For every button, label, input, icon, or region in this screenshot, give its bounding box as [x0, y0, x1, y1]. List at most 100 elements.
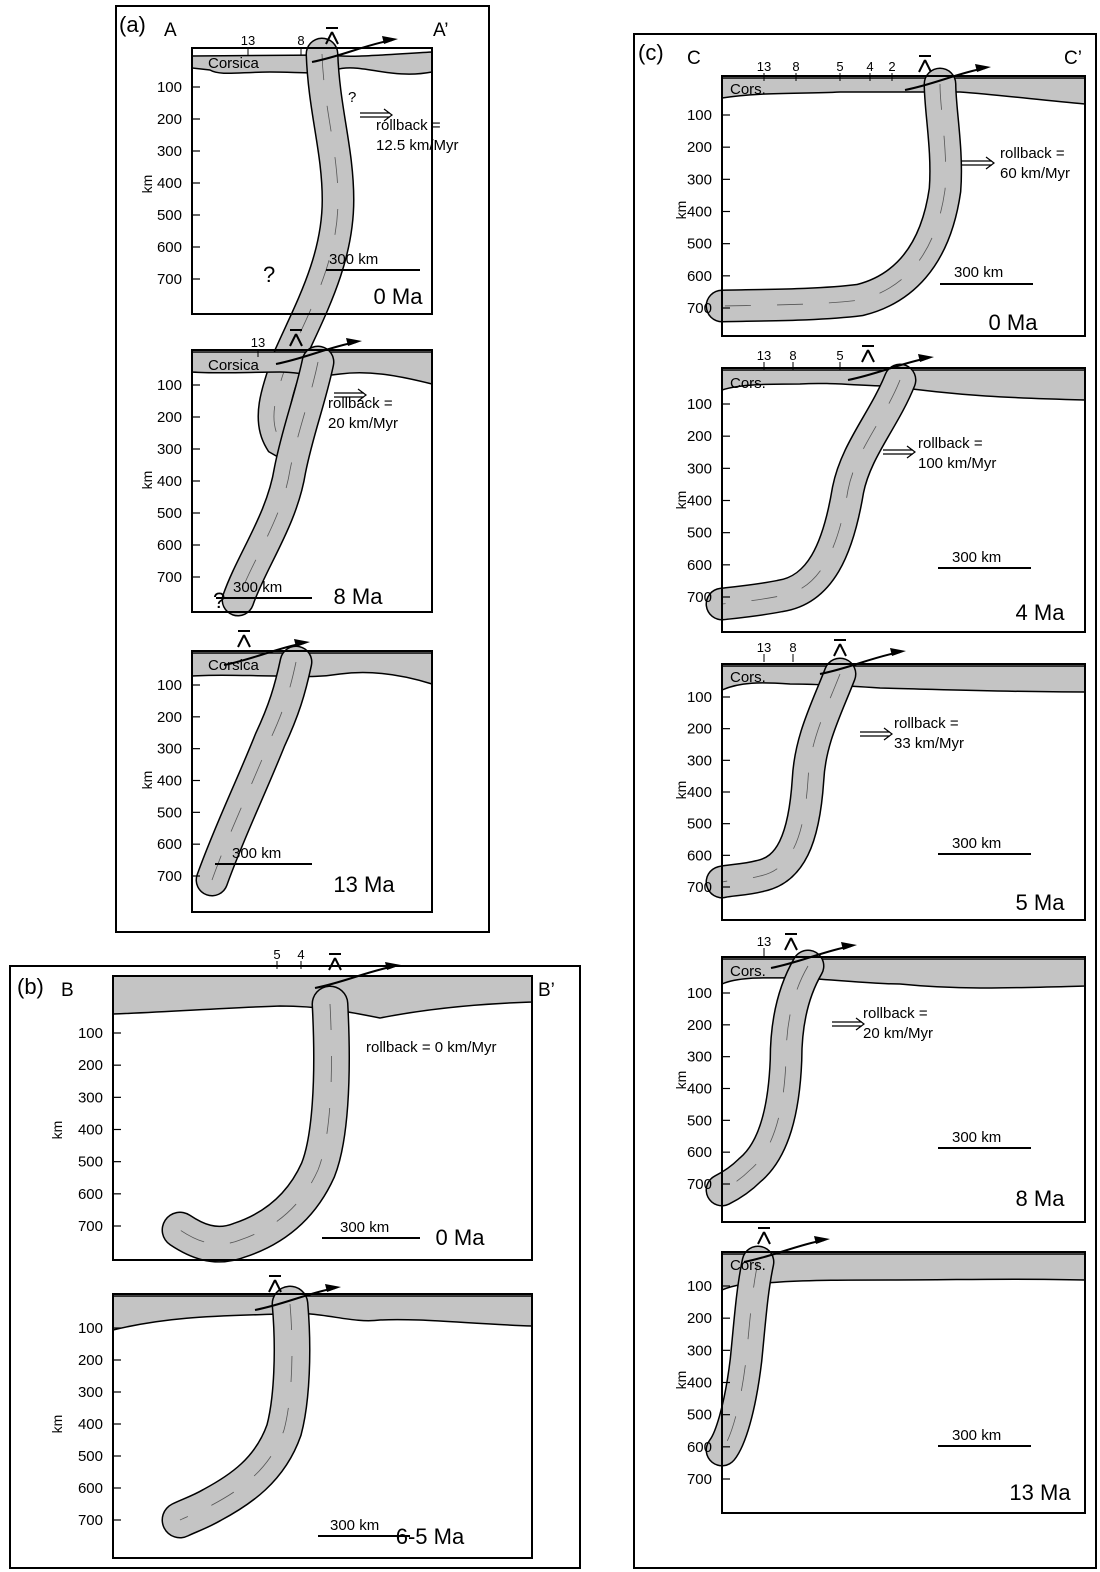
- section-c-0-top-mark: 5: [836, 59, 843, 74]
- section-c-3-scale-label: 300 km: [952, 1129, 1001, 1146]
- section-b-0-thrust-arrow: [385, 962, 401, 970]
- section-b-0-scale-label: 300 km: [340, 1219, 389, 1236]
- section-c-2-km-label: km: [673, 781, 689, 800]
- section-b-1-depth-label: 200: [78, 1352, 103, 1369]
- section-a-0-depth-label: 200: [157, 111, 182, 128]
- section-c-2-top-mark: 13: [757, 640, 771, 655]
- section-c-1-depth-label: 100: [687, 396, 712, 413]
- section-b-1-depth-label: 600: [78, 1480, 103, 1497]
- section-b-1-depth-label: 700: [78, 1512, 103, 1529]
- section-c-4-frame: [721, 1251, 1086, 1514]
- section-b-1-thrust-arrow: [325, 1284, 341, 1292]
- section-c-1-slab-grid: [721, 379, 901, 605]
- section-a-2-volcano-icon-legs: [237, 634, 251, 648]
- panel-b-end-label: B’: [538, 980, 555, 1001]
- section-a-1: 100 200 300 400 500 600 700 km Corsica 13 rollback…: [139, 329, 433, 617]
- section-c-3-slab: [707, 951, 823, 1205]
- section-a-1-depth-label: 300: [157, 441, 182, 458]
- section-c-1-thrust-arrow: [918, 354, 934, 362]
- section-c-0-scale-label: 300 km: [954, 264, 1003, 281]
- panel-a-start-label: A: [164, 20, 177, 41]
- section-c-0: 100 200 300 400 500 600 700 km Cors. 13 8 5 4 2 rollba…: [673, 55, 1086, 337]
- section-c-0-depth-label: 500: [687, 236, 712, 253]
- section-a-2-frame: [191, 650, 433, 913]
- section-b-0-slab: [163, 987, 349, 1262]
- section-b-1-slab: [163, 1287, 309, 1537]
- section-a-1-scale-label: 300 km: [233, 579, 282, 596]
- section-c-3-volcano-icon-legs: [784, 937, 798, 951]
- section-c-1-slab: [707, 365, 915, 619]
- section-c-0-depth-label: 300: [687, 171, 712, 188]
- section-c-4-depth-label: 500: [687, 1407, 712, 1424]
- section-a-2-upper-plate: [191, 652, 433, 686]
- section-c-4-age-label: 13 Ma: [1009, 1480, 1071, 1505]
- section-c-2-rollback-label: 33 km/Myr: [894, 735, 964, 752]
- section-a-2-thrust-arrow: [294, 639, 310, 647]
- section-c-3-rollback-arrow: [832, 1017, 865, 1031]
- section-a-1-depth-label: 500: [157, 505, 182, 522]
- section-c-0-age-label: 0 Ma: [989, 310, 1039, 335]
- section-c-2: 100 200 300 400 500 600 700 km Cors. 13 8 rollback …: [673, 639, 1086, 921]
- section-b-0-top-mark: 4: [297, 947, 304, 962]
- section-a-1-thrust-arrow: [346, 338, 362, 346]
- section-c-2-landmass-label: Cors.: [730, 669, 766, 686]
- section-c-0-depth-label: 700: [687, 300, 712, 317]
- section-c-0-depth-label: 200: [687, 139, 712, 156]
- section-c-1-depth-label: 600: [687, 557, 712, 574]
- section-a-1-slab-grid: [237, 361, 319, 601]
- section-a-2-landmass-label: Corsica: [208, 657, 260, 674]
- section-c-0-rollback-label: 60 km/Myr: [1000, 165, 1070, 182]
- section-b-1-scale-label: 300 km: [330, 1517, 379, 1534]
- section-c-3-upper-plate: [721, 958, 1086, 989]
- section-c-4-slab-grid: [721, 1261, 759, 1451]
- section-c-0-slab: [707, 69, 961, 321]
- section-c-1-age-label: 4 Ma: [1016, 600, 1066, 625]
- section-a-1-rollback-arrow: [334, 388, 367, 402]
- section-b-1-depth-label: 500: [78, 1448, 103, 1465]
- section-a-2-depth-label: 600: [157, 836, 182, 853]
- section-c-3-thrust-arrow: [841, 942, 857, 950]
- section-b-0-frame: [112, 975, 533, 1261]
- section-a-1-rollback-label: 20 km/Myr: [328, 415, 398, 432]
- section-c-1-top-mark: 8: [789, 348, 796, 363]
- section-a-0-km-label: km: [139, 175, 155, 194]
- section-c-0-rollback-arrow: [962, 156, 995, 170]
- section-a-0-scale-label: 300 km: [329, 251, 378, 268]
- section-c-0-thrust-arrow: [975, 64, 991, 72]
- section-c-0-top-mark: 13: [757, 59, 771, 74]
- section-a-1-volcano-icon-legs: [289, 333, 303, 347]
- section-b-1-volcano-icon-legs: [268, 1279, 282, 1293]
- section-a-2-depth-label: 400: [157, 773, 182, 790]
- section-b-0-depth-label: 600: [78, 1186, 103, 1203]
- section-a-0-depth-label: 400: [157, 175, 182, 192]
- section-c-1-depth-label: 200: [687, 428, 712, 445]
- section-a-2-thrust: [223, 642, 305, 666]
- section-a-2-depth-label: 500: [157, 804, 182, 821]
- section-b-0-depth-label: 100: [78, 1025, 103, 1042]
- section-c-1-landmass-label: Cors.: [730, 375, 766, 392]
- section-a-0: 100 200 300 400 500 600 700 km Corsica 13 8 rollbac…: [139, 27, 459, 465]
- section-c-2-rollback-label: rollback =: [894, 715, 959, 732]
- section-b-0-depth-label: 300: [78, 1089, 103, 1106]
- section-c-3-depth-label: 700: [687, 1176, 712, 1193]
- section-c-4-km-label: km: [673, 1371, 689, 1390]
- panel-c-frame: [633, 33, 1097, 1569]
- section-c-2-scale-label: 300 km: [952, 835, 1001, 852]
- section-c-1-km-label: km: [673, 491, 689, 510]
- section-c-3-km-label: km: [673, 1071, 689, 1090]
- section-c-0-top-mark: 8: [792, 59, 799, 74]
- section-c-2-depth-label: 700: [687, 879, 712, 896]
- section-a-0-rollback-label: 12.5 km/Myr: [376, 137, 459, 154]
- section-c-0-depth-label: 400: [687, 204, 712, 221]
- section-b-0-depth-label: 400: [78, 1122, 103, 1139]
- section-a-1-unknown-mark: ?: [213, 588, 225, 613]
- section-a-0-slab-grid: [273, 53, 339, 449]
- section-c-2-thrust-arrow: [890, 648, 906, 656]
- section-b-0-top-mark: 5: [273, 947, 280, 962]
- section-c-4-upper-plate: [721, 1253, 1086, 1292]
- section-a-1-age-label: 8 Ma: [334, 584, 384, 609]
- panel-b-tag: (b): [17, 974, 44, 999]
- section-c-2-upper-plate: [721, 665, 1086, 693]
- section-c-0-volcano-icon-legs: [918, 59, 932, 73]
